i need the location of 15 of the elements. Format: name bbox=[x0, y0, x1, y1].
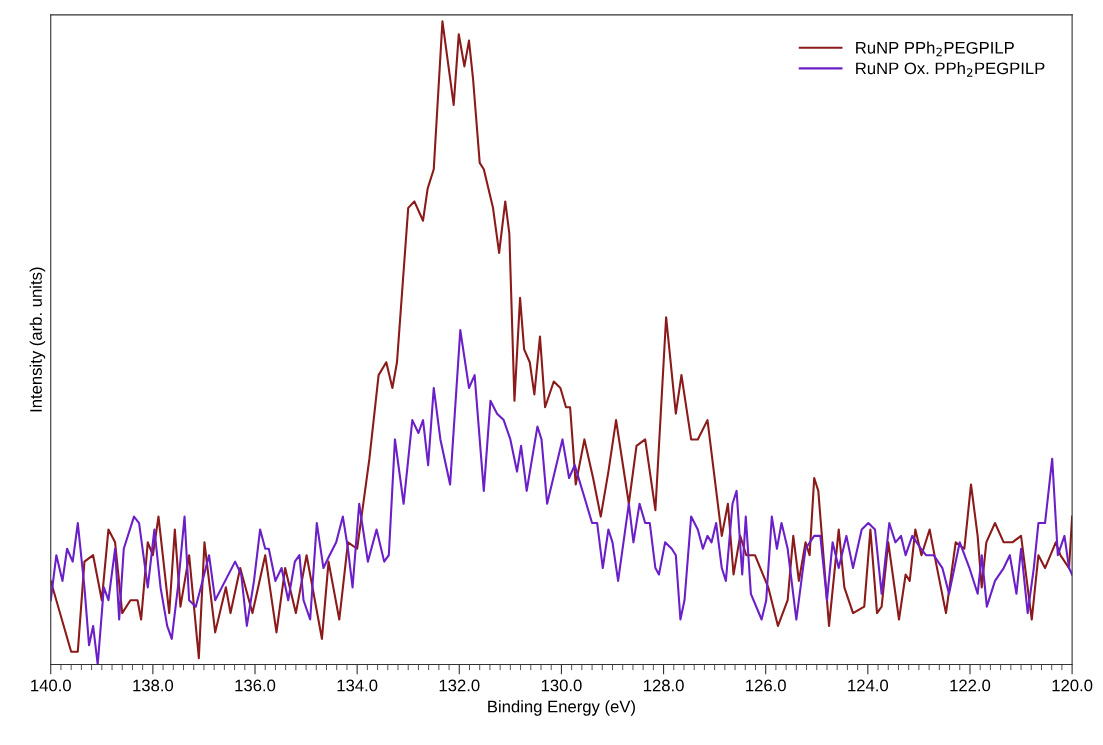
x-tick-label: 140.0 bbox=[31, 679, 71, 692]
y-axis-title: Intensity (arb. units) bbox=[29, 267, 46, 412]
legend-label: RuNP Ox. PPh$_{2}$PEGPILP bbox=[856, 62, 1045, 77]
x-tick-label: 136.0 bbox=[235, 679, 276, 692]
legend-label: RuNP PPh$_{2}$PEGPILP bbox=[856, 41, 1014, 57]
x-tick-label: 132.0 bbox=[439, 679, 480, 692]
x-tick-label: 138.0 bbox=[133, 679, 174, 692]
x-tick-label: 126.0 bbox=[746, 679, 786, 692]
x-tick-label: 134.0 bbox=[337, 679, 378, 692]
x-tick-label: 128.0 bbox=[643, 679, 684, 692]
x-axis-title: Binding Energy (eV) bbox=[488, 700, 635, 716]
x-tick-label: 130.0 bbox=[541, 679, 582, 692]
x-tick-label: 122.0 bbox=[950, 679, 991, 692]
x-tick-label: 124.0 bbox=[848, 679, 889, 692]
x-tick-label: 120.0 bbox=[1052, 679, 1093, 692]
